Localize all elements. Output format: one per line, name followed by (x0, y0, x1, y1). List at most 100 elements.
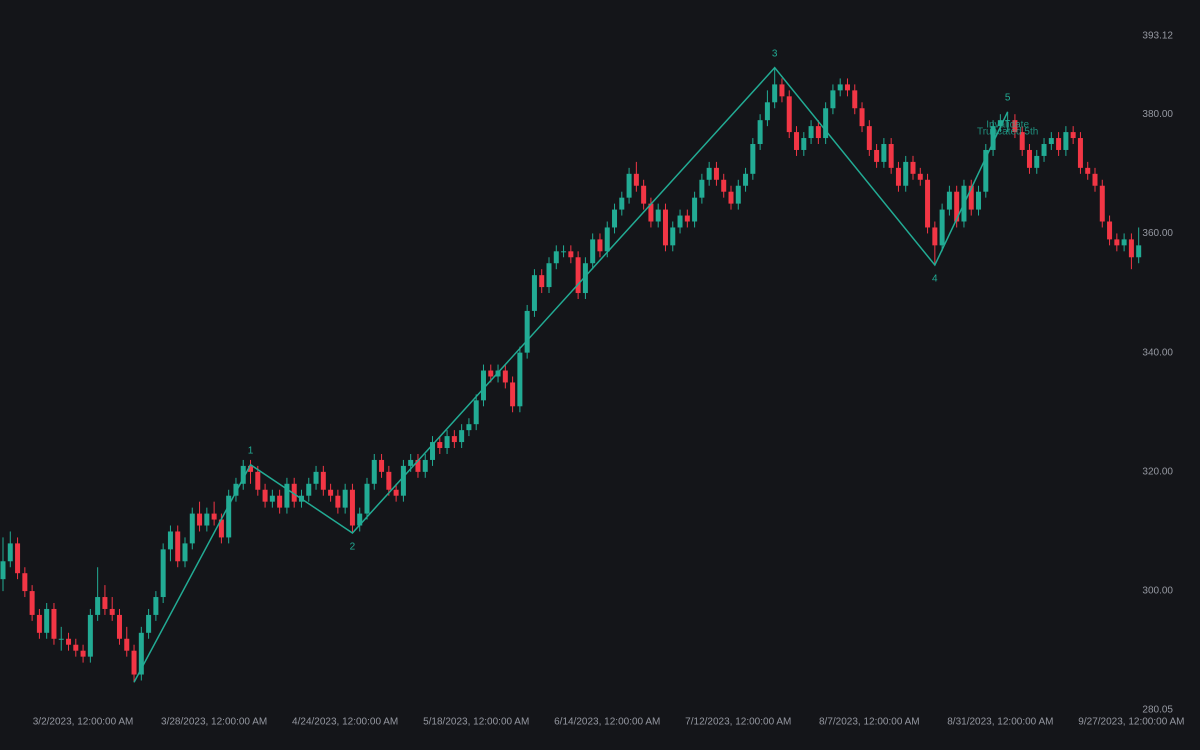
candle-body (619, 197, 625, 210)
candle-body (328, 489, 334, 496)
candle-body (772, 84, 778, 103)
candle-body (1099, 185, 1105, 222)
candle-body (400, 465, 406, 496)
candle-body (444, 436, 450, 449)
candle-body (1034, 155, 1040, 168)
candle-body (735, 185, 741, 204)
candle-body (997, 120, 1003, 127)
candle-body (852, 90, 858, 109)
candle-body (954, 191, 960, 222)
candle-body (641, 185, 647, 204)
candle-body (175, 531, 181, 562)
y-tick-label: 280.05 (1142, 705, 1173, 716)
candle-body (459, 430, 465, 443)
candle-body (1063, 132, 1069, 150)
candle-body (561, 251, 567, 253)
candle-body (211, 513, 217, 520)
candle-body (830, 90, 836, 109)
candle-body (0, 561, 6, 580)
candle-body (422, 459, 428, 472)
candle-body (349, 489, 355, 526)
candle-body (546, 263, 552, 288)
candle-body (859, 108, 865, 127)
y-tick-label: 360.00 (1142, 228, 1173, 239)
candle-body (226, 495, 232, 538)
candle-body (1056, 138, 1062, 150)
candle-body (473, 400, 479, 425)
candle-body (866, 126, 872, 150)
candle-body (342, 489, 348, 508)
candle-body (22, 573, 28, 592)
candle-body (320, 471, 326, 490)
candle-body (357, 513, 363, 526)
candle-body (925, 179, 931, 228)
candle-body (146, 614, 152, 633)
x-tick-label: 5/18/2023, 12:00:00 AM (423, 717, 529, 728)
candle-body (604, 227, 610, 252)
candle-body (983, 149, 989, 192)
candle-body (277, 495, 283, 508)
candle-body (451, 436, 457, 443)
candle-body (1070, 132, 1076, 139)
candle-body (568, 251, 574, 258)
candle-body (706, 167, 712, 180)
candle-body (633, 173, 639, 186)
candle-body (335, 495, 341, 508)
candle-body (1092, 173, 1098, 186)
candle-body (721, 179, 727, 192)
candle-body (430, 442, 436, 460)
candle-body (109, 608, 115, 615)
candle-body (291, 483, 297, 502)
candle-body (1041, 144, 1047, 156)
candle-body (269, 495, 275, 502)
candle-body (575, 257, 581, 294)
candle-body (1019, 132, 1025, 150)
candle-body (502, 370, 508, 383)
candle-body (1128, 239, 1134, 258)
candle-body (728, 191, 734, 204)
candle-body (153, 597, 159, 615)
candle-body (58, 638, 64, 640)
candle-body (1107, 221, 1113, 240)
candle-body (51, 608, 57, 639)
candle-body (692, 197, 698, 222)
candle-body (910, 161, 916, 174)
candle-body (7, 543, 13, 562)
candle-body (684, 215, 690, 222)
candle-body (131, 650, 137, 675)
candle-body (29, 591, 35, 615)
candle-body (262, 489, 268, 502)
candle-body (36, 614, 42, 633)
candle-body (371, 459, 377, 484)
candle-body (881, 144, 887, 162)
candle-body (612, 209, 618, 228)
candle-body (655, 209, 661, 222)
candle-body (1114, 239, 1120, 246)
candle-body (437, 442, 443, 449)
candle-body (553, 251, 559, 264)
candle-body (182, 543, 188, 562)
candle-body (73, 644, 79, 651)
candle-body (750, 144, 756, 174)
candle-body (874, 149, 880, 162)
candle-body (248, 465, 254, 472)
x-tick-label: 3/2/2023, 12:00:00 AM (33, 717, 134, 728)
candle-body (917, 173, 923, 180)
y-tick-label: 380.00 (1142, 109, 1173, 120)
candle-body (939, 209, 945, 246)
candle-body (124, 638, 130, 651)
y-tick-label: 320.00 (1142, 467, 1173, 478)
candle-body (87, 614, 93, 657)
candle-body (116, 614, 122, 639)
candle-body (255, 471, 261, 490)
y-tick-label: 393.12 (1142, 31, 1173, 42)
candle-body (80, 650, 86, 657)
candle-body (677, 215, 683, 228)
x-tick-label: 4/24/2023, 12:00:00 AM (292, 717, 398, 728)
candle-body (895, 167, 901, 186)
candle-body (699, 179, 705, 198)
candle-body (1085, 167, 1091, 174)
y-tick-label: 300.00 (1142, 586, 1173, 597)
candle-body (313, 471, 319, 484)
candle-body (794, 132, 800, 150)
